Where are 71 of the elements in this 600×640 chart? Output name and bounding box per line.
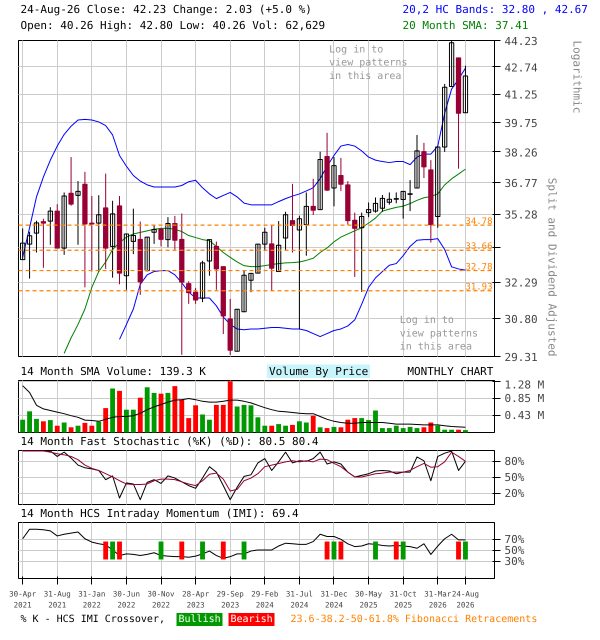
candlestick bbox=[338, 157, 344, 192]
y-tick-label: 39.75 bbox=[504, 117, 538, 130]
text: Split and Dividend Adjusted bbox=[546, 178, 558, 357]
y-tick-label: 1.28 M bbox=[504, 378, 545, 392]
candlestick bbox=[331, 156, 337, 207]
y-tick-label: 35.28 bbox=[504, 208, 538, 222]
chart-title: 14 Month SMA Volume: 139.3 K bbox=[20, 365, 206, 378]
text: Volume By Price bbox=[268, 365, 368, 378]
candlestick bbox=[255, 244, 261, 274]
y-tick-label: 29.31 bbox=[504, 351, 538, 364]
candlestick bbox=[68, 156, 74, 206]
candlestick bbox=[372, 197, 378, 214]
line-series bbox=[22, 528, 466, 559]
annotation: Log in to view patterns in this area bbox=[400, 315, 478, 352]
candlestick bbox=[40, 218, 46, 268]
chart-title: 14 Month Fast Stochastic (%K) (%D): 80.5 80.4 bbox=[20, 435, 319, 448]
text: 20,2 HC Bands: 32.80 , 42.67 bbox=[402, 3, 588, 16]
candlestick bbox=[96, 194, 102, 272]
y-tick-label: 50% bbox=[504, 471, 525, 484]
text: % K - HCS IMI Crossover, bbox=[20, 614, 165, 625]
line-series bbox=[22, 450, 466, 492]
text: MONTHLY CHART bbox=[407, 365, 494, 378]
candlestick bbox=[62, 192, 67, 256]
candlestick bbox=[165, 216, 171, 248]
chart-title: 24-Aug-26 Close: 42.23 Change: 2.03 (+5.0 %) bbox=[20, 3, 312, 16]
candlestick bbox=[151, 225, 157, 244]
candlestick bbox=[75, 180, 81, 246]
candlestick bbox=[144, 236, 150, 272]
candlestick bbox=[158, 227, 164, 247]
annotation: Log in to view patterns in this area bbox=[329, 44, 408, 82]
candlestick bbox=[200, 260, 206, 303]
text: 20 Month SMA: 37.41 bbox=[402, 19, 528, 32]
chart-subtitle: Open: 40.26 High: 42.80 Low: 40.26 Vol: 62,629 bbox=[20, 19, 326, 32]
y-tick-label: 44.23 bbox=[504, 35, 538, 48]
candlestick bbox=[318, 151, 323, 210]
ref-line-label: 33.66 bbox=[465, 242, 492, 252]
candlestick bbox=[282, 211, 288, 250]
candlestick bbox=[248, 272, 254, 293]
candlestick bbox=[262, 227, 268, 252]
candlestick bbox=[206, 239, 212, 276]
text: 23.6-38.2-50-61.8% Fibonacci Retracements bbox=[290, 614, 538, 625]
y-tick-label: 41.25 bbox=[504, 88, 538, 102]
candlestick bbox=[34, 220, 40, 254]
y-tick-label: 20% bbox=[504, 487, 525, 500]
y-tick-label: 80% bbox=[504, 454, 525, 468]
chart-title: 14 Month HCS Intraday Momentum (IMI): 69.4 bbox=[20, 507, 300, 520]
text: Bearish bbox=[230, 614, 273, 625]
candlestick bbox=[366, 202, 372, 218]
y-tick-label: 38.26 bbox=[504, 146, 538, 160]
candlestick bbox=[462, 65, 468, 114]
y-tick-label: 32.29 bbox=[504, 276, 538, 290]
ref-line-label: 32.78 bbox=[465, 262, 492, 273]
candlestick bbox=[310, 178, 316, 216]
text: Logarithmic bbox=[570, 40, 584, 114]
candlestick bbox=[414, 134, 420, 189]
candlestick bbox=[48, 206, 53, 246]
y-tick-label: 36.77 bbox=[504, 176, 538, 190]
candlestick bbox=[110, 200, 116, 278]
candlestick bbox=[421, 142, 427, 178]
ref-line-label: 31.93 bbox=[465, 282, 492, 293]
candlestick bbox=[359, 212, 364, 292]
y-tick-label: 70% bbox=[504, 532, 525, 546]
y-tick-label: 0.85 M bbox=[504, 392, 545, 405]
y-tick-label: 0.43 M bbox=[504, 408, 545, 422]
y-tick-label: 50% bbox=[504, 544, 525, 557]
y-tick-label: 42.74 bbox=[504, 61, 538, 74]
text: Bullish bbox=[178, 614, 221, 625]
candlestick bbox=[276, 220, 282, 272]
y-tick-label: 30.80 bbox=[504, 312, 538, 326]
y-tick-label: 30% bbox=[504, 555, 525, 568]
ref-line-label: 34.78 bbox=[465, 217, 492, 228]
